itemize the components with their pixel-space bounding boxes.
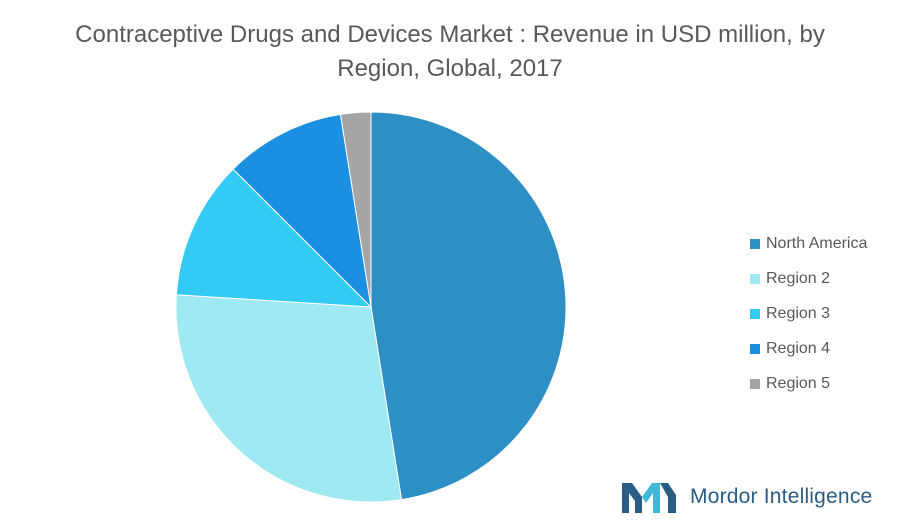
legend-label: North America <box>766 234 868 252</box>
legend-label: Region 4 <box>766 339 831 357</box>
chart-legend: North America Region 2 Region 3 Region 4 Reg… <box>750 226 867 401</box>
legend-label: Region 5 <box>766 374 831 392</box>
pie-slice-region-2 <box>175 294 403 503</box>
legend-swatch <box>750 378 760 389</box>
legend-swatch <box>750 308 760 319</box>
chart-title: Contraceptive Drugs and Devices Market :… <box>75 21 825 82</box>
mordor-intelligence-logo: Mordor Intelligence <box>622 481 872 513</box>
pie-slice-region-5 <box>339 111 372 308</box>
legend-item-region-3: Region 3 <box>750 296 867 331</box>
legend-label: Region 3 <box>766 304 831 322</box>
mordor-intelligence-logo-text: Mordor Intelligence <box>690 485 873 508</box>
legend-swatch <box>750 238 760 249</box>
pie-slice-north-america <box>370 111 567 501</box>
mordor-intelligence-logo-icon <box>622 483 676 513</box>
legend-swatch <box>750 273 760 284</box>
legend-item-region-4: Region 4 <box>750 331 867 366</box>
legend-item-north-america: North America <box>750 226 867 261</box>
legend-item-region-2: Region 2 <box>750 261 867 296</box>
legend-label: Region 2 <box>766 269 831 287</box>
legend-item-region-5: Region 5 <box>750 366 867 401</box>
legend-swatch <box>750 343 760 354</box>
pie-slice-region-4 <box>232 113 372 309</box>
pie-slice-region-3 <box>175 168 373 308</box>
